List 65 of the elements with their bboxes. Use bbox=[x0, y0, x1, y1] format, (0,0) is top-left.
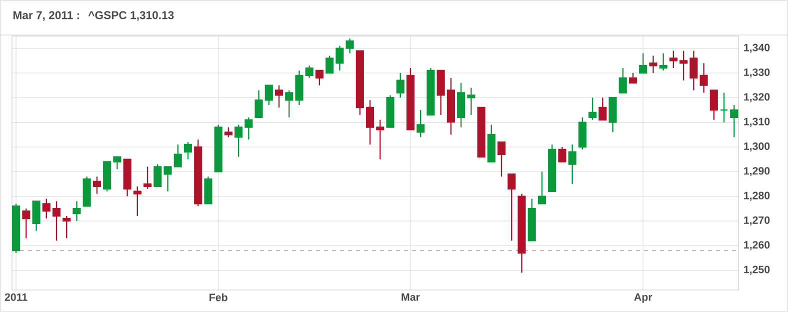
candlestick bbox=[690, 50, 698, 91]
x-tick-label: Mar bbox=[402, 293, 420, 301]
candlestick bbox=[42, 198, 50, 220]
candlestick bbox=[285, 90, 294, 118]
candlestick bbox=[92, 176, 102, 194]
candlestick bbox=[700, 62, 708, 94]
candlestick bbox=[224, 126, 232, 138]
candlestick bbox=[669, 50, 678, 69]
text: ^GSPC 1,310.13 bbox=[88, 11, 174, 21]
candlestick bbox=[143, 166, 152, 190]
candlestick bbox=[184, 141, 192, 160]
candlestick bbox=[154, 164, 162, 188]
y-tick-label: 1,260 bbox=[744, 241, 770, 250]
candlestick bbox=[22, 208, 30, 239]
candlestick bbox=[234, 124, 243, 158]
candlestick bbox=[588, 97, 597, 120]
candlestick bbox=[680, 50, 688, 81]
y-tick-label: 1,310 bbox=[744, 118, 770, 127]
y-tick-label: 1,340 bbox=[744, 44, 770, 53]
candlestick bbox=[244, 116, 253, 140]
candlestick bbox=[639, 52, 648, 74]
candlestick bbox=[558, 146, 566, 162]
y-tick-label: 1,270 bbox=[744, 216, 770, 226]
candlestick bbox=[396, 72, 404, 98]
candlestick bbox=[467, 87, 476, 116]
candlestick bbox=[720, 92, 728, 123]
candlestick bbox=[72, 200, 81, 222]
candlestick bbox=[264, 84, 273, 106]
candlestick bbox=[538, 171, 546, 204]
candlestick bbox=[346, 38, 354, 54]
candlestick bbox=[164, 166, 172, 192]
x-tick-label: Apr bbox=[634, 293, 652, 303]
candlestick bbox=[710, 90, 718, 120]
candlestick bbox=[416, 109, 425, 138]
candlestick bbox=[618, 67, 627, 94]
candlestick bbox=[508, 174, 516, 242]
candlestick bbox=[659, 52, 668, 72]
x-tick-label: Feb bbox=[210, 293, 228, 302]
candlestick bbox=[274, 84, 284, 108]
chart-title: Mar 7, 2011 : bbox=[13, 11, 80, 21]
candlestick bbox=[628, 72, 638, 84]
y-tick-label: 1,300 bbox=[744, 142, 770, 152]
candlestick bbox=[254, 90, 263, 118]
candlestick bbox=[32, 200, 40, 232]
candlestick bbox=[305, 64, 314, 79]
candlestick bbox=[174, 144, 182, 168]
y-tick-label: 1,250 bbox=[744, 266, 770, 275]
candlestick bbox=[568, 144, 576, 185]
candlestick bbox=[336, 45, 344, 72]
candlestick bbox=[649, 55, 658, 74]
y-tick-label: 1,330 bbox=[744, 68, 770, 78]
candlestick bbox=[497, 141, 506, 178]
candlestick bbox=[376, 119, 384, 160]
candlestick bbox=[62, 215, 71, 239]
y-tick-label: 1,290 bbox=[744, 167, 770, 176]
candlestick bbox=[315, 70, 324, 86]
candlestick bbox=[326, 55, 334, 74]
candlestick bbox=[113, 156, 122, 170]
candlestick bbox=[52, 200, 61, 242]
y-tick-label: 1,280 bbox=[744, 192, 770, 201]
y-tick-label: 1,320 bbox=[744, 93, 770, 102]
candlestick bbox=[598, 97, 607, 120]
candlestick bbox=[133, 186, 142, 217]
candlestick bbox=[366, 100, 374, 146]
x-tick-label: 2011 bbox=[4, 293, 28, 301]
